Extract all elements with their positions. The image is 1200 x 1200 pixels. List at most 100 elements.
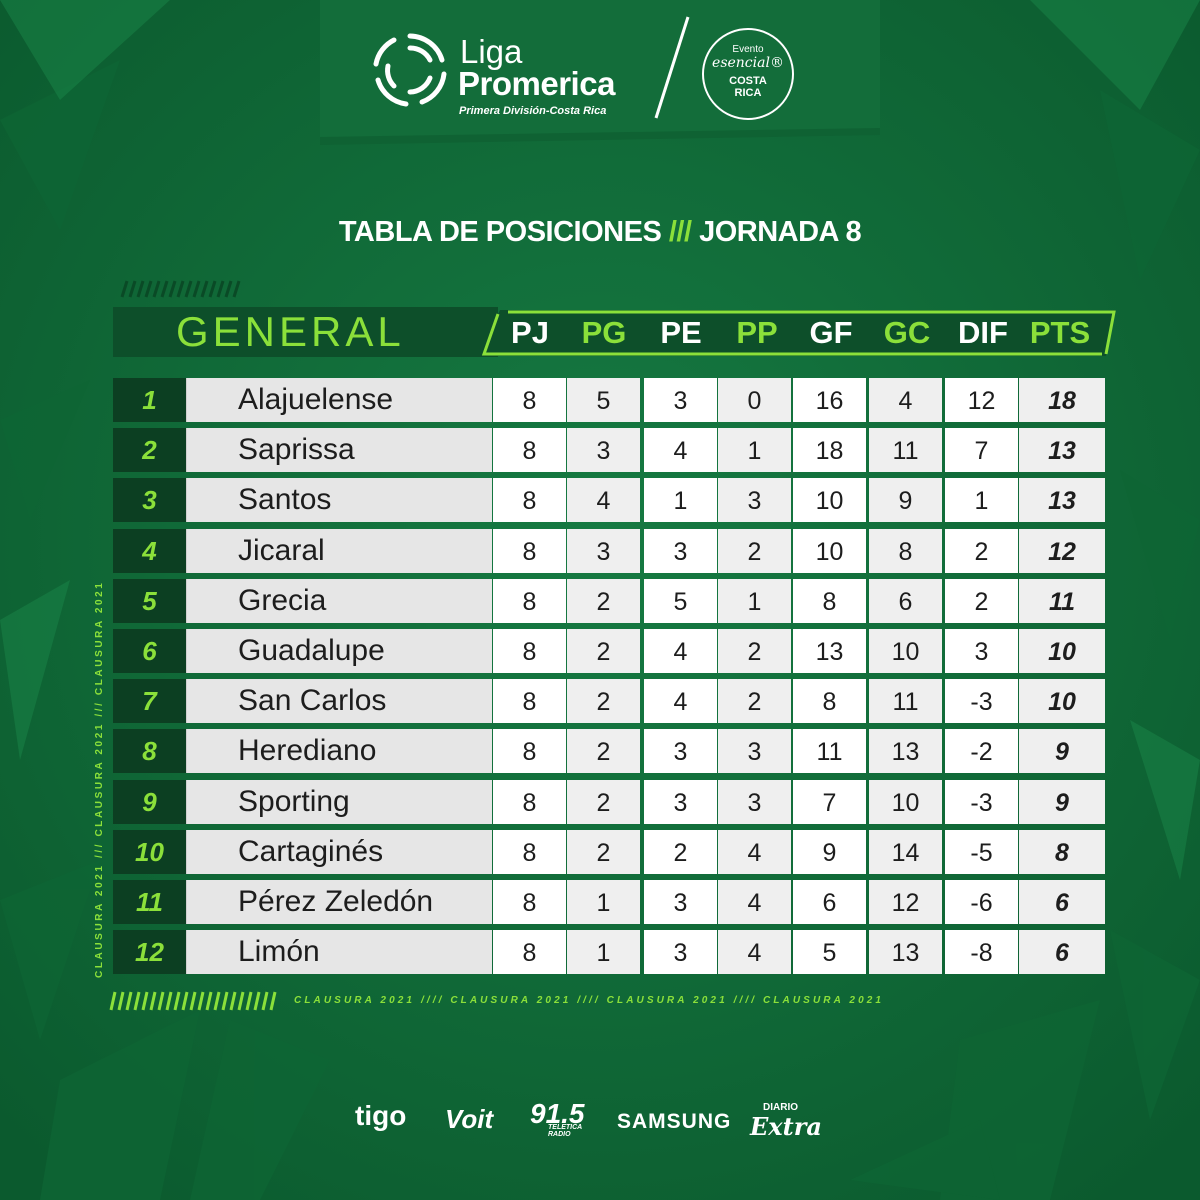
pts-cell: 12 — [1019, 528, 1105, 573]
pts-cell: 10 — [1019, 679, 1105, 724]
position-cell: 1 — [113, 378, 186, 422]
general-label-box — [113, 307, 498, 357]
pj-cell: 8 — [493, 829, 566, 874]
team-name-cell: Grecia — [186, 578, 492, 623]
table-row: 10 Cartaginés 8 2 2 4 9 14 -5 8 — [113, 829, 1106, 874]
sponsor-radio-logo: 91.5 — [530, 1098, 585, 1129]
decorative-stripes — [120, 280, 241, 298]
pg-cell: 3 — [567, 428, 640, 473]
dif-cell: -6 — [945, 880, 1018, 924]
team-name-cell: Saprissa — [186, 428, 492, 473]
column-header-gf: GF — [809, 315, 853, 350]
table-row: 2 Saprissa 8 3 4 1 18 11 7 13 — [113, 428, 1106, 473]
pp-cell: 2 — [718, 528, 791, 573]
team-name-cell: Guadalupe — [186, 629, 492, 673]
pj-cell: 8 — [493, 478, 566, 523]
dif-cell: 3 — [945, 629, 1018, 673]
pts-cell: 9 — [1019, 729, 1105, 774]
gc-cell: 11 — [869, 679, 942, 724]
gc-cell: 14 — [869, 829, 942, 874]
pj-cell: 8 — [493, 428, 566, 473]
table-row: 6 Guadalupe 8 2 4 2 13 10 3 10 — [113, 629, 1106, 673]
pts-cell: 18 — [1019, 378, 1105, 422]
dif-cell: 12 — [945, 378, 1018, 422]
column-header-pg: PG — [581, 315, 627, 350]
badge-script-text: esencial® — [712, 55, 784, 71]
pg-cell: 2 — [567, 779, 640, 824]
pe-cell: 2 — [644, 829, 717, 874]
badge-country-line1: COSTA — [729, 75, 767, 87]
position-cell: 6 — [113, 629, 186, 673]
pts-cell: 11 — [1019, 578, 1105, 623]
column-header-pts: PTS — [1029, 315, 1091, 350]
pj-cell: 8 — [493, 528, 566, 573]
position-cell: 3 — [113, 478, 186, 523]
team-name-cell: Limón — [186, 930, 492, 975]
column-header-pp: PP — [736, 315, 778, 350]
brand-liga: Liga — [460, 33, 523, 70]
dif-cell: -3 — [945, 679, 1018, 724]
gc-cell: 13 — [869, 729, 942, 774]
page-title: TABLA DE POSICIONES /// JORNADA 8 — [0, 216, 1200, 249]
position-cell: 7 — [113, 679, 186, 724]
pp-cell: 4 — [718, 880, 791, 924]
column-header-gc: GC — [883, 315, 931, 350]
evento-esencial-badge: Evento esencial® COSTA RICA — [702, 28, 794, 120]
bottom-season-text: CLAUSURA 2021 //// CLAUSURA 2021 //// CL… — [294, 995, 885, 1006]
gc-cell: 13 — [869, 930, 942, 975]
pg-cell: 5 — [567, 378, 640, 422]
pj-cell: 8 — [493, 729, 566, 774]
gc-cell: 9 — [869, 478, 942, 523]
team-name-cell: Sporting — [186, 779, 492, 824]
pg-cell: 3 — [567, 528, 640, 573]
pg-cell: 2 — [567, 629, 640, 673]
column-header-frame — [480, 310, 1116, 356]
gc-cell: 6 — [869, 578, 942, 623]
pp-cell: 4 — [718, 930, 791, 975]
dif-cell: -8 — [945, 930, 1018, 975]
pts-cell: 13 — [1019, 428, 1105, 473]
pg-cell: 1 — [567, 880, 640, 924]
gc-cell: 12 — [869, 880, 942, 924]
pp-cell: 1 — [718, 428, 791, 473]
gf-cell: 18 — [793, 428, 866, 473]
gc-cell: 8 — [869, 528, 942, 573]
pts-cell: 8 — [1019, 829, 1105, 874]
gc-cell: 10 — [869, 629, 942, 673]
column-header-pe: PE — [660, 315, 702, 350]
group-label: GENERAL — [176, 308, 405, 355]
position-cell: 9 — [113, 779, 186, 824]
brand-subtitle: Primera División-Costa Rica — [459, 105, 607, 117]
position-cell: 4 — [113, 528, 186, 573]
team-name-cell: Santos — [186, 478, 492, 523]
sponsor-tigo-logo: tigo — [355, 1100, 407, 1131]
pp-cell: 0 — [718, 378, 791, 422]
table-row: 9 Sporting 8 2 3 3 7 10 -3 9 — [113, 779, 1106, 824]
pj-cell: 8 — [493, 629, 566, 673]
sponsor-radio-sub-2: RADIO — [548, 1131, 571, 1138]
side-season-text: CLAUSURA 2021 /// CLAUSURA 2021 /// CLAU… — [94, 580, 105, 978]
gf-cell: 8 — [793, 578, 866, 623]
title-separator: /// — [668, 216, 692, 248]
pj-cell: 8 — [493, 378, 566, 422]
team-name-cell: Pérez Zeledón — [186, 880, 492, 924]
position-cell: 10 — [113, 829, 186, 874]
dif-cell: 1 — [945, 478, 1018, 523]
position-cell: 5 — [113, 578, 186, 623]
pe-cell: 3 — [644, 378, 717, 422]
team-name-cell: San Carlos — [186, 679, 492, 724]
dif-cell: 7 — [945, 428, 1018, 473]
table-row: 3 Santos 8 4 1 3 10 9 1 13 — [113, 478, 1106, 523]
pg-cell: 2 — [567, 578, 640, 623]
pg-cell: 4 — [567, 478, 640, 523]
gf-cell: 13 — [793, 629, 866, 673]
table-row: 5 Grecia 8 2 5 1 8 6 2 11 — [113, 578, 1106, 623]
table-row: 1 Alajuelense 8 5 3 0 16 4 12 18 — [113, 378, 1106, 422]
gf-cell: 5 — [793, 930, 866, 975]
pp-cell: 4 — [718, 829, 791, 874]
sponsor-diario-label: DIARIO — [763, 1102, 798, 1113]
sponsor-extra-logo: Extra — [750, 1112, 822, 1141]
pe-cell: 3 — [644, 528, 717, 573]
table-row: 11 Pérez Zeledón 8 1 3 4 6 12 -6 6 — [113, 880, 1106, 924]
gc-cell: 11 — [869, 428, 942, 473]
